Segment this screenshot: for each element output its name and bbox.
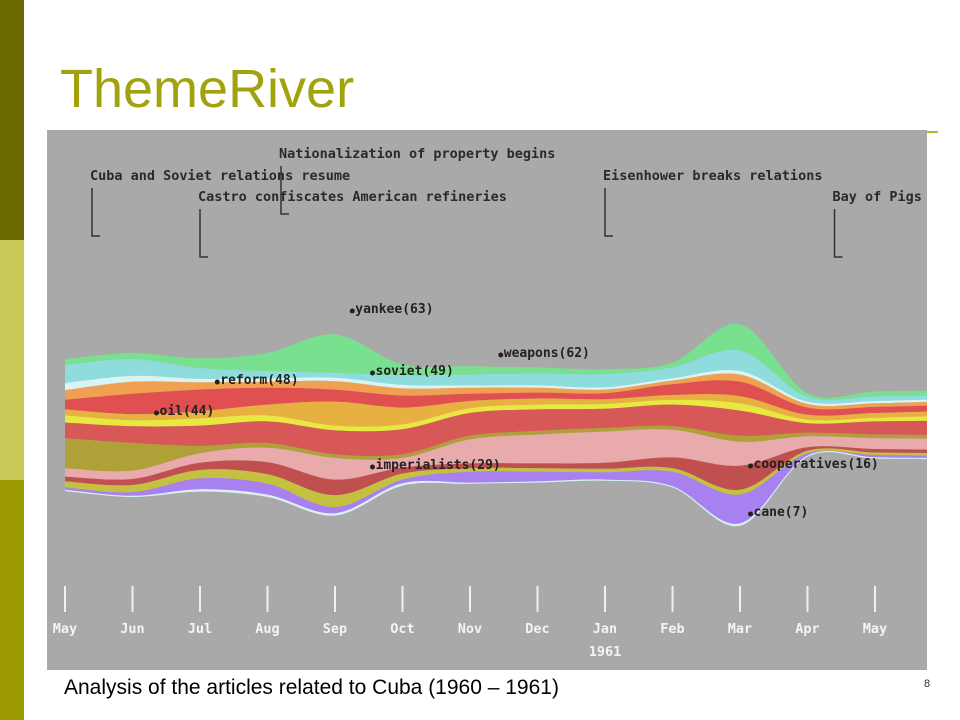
event-annotations: Cuba and Soviet relations resume Castro c… <box>90 146 922 258</box>
theme-label: oil(44) <box>160 404 215 419</box>
theme-stream-7 <box>65 404 927 457</box>
theme-label-dot <box>370 464 375 470</box>
axis-year-label: 1961 <box>589 644 622 660</box>
themeriver-chart: Cuba and Soviet relations resume Castro c… <box>47 130 927 670</box>
theme-stream-0 <box>65 323 927 401</box>
event-bracket <box>604 188 613 237</box>
event-bracket <box>280 166 289 215</box>
theme-label: weapons(62) <box>504 346 590 361</box>
axis-tick-label: Oct <box>390 621 414 637</box>
axis-tick-label: Jul <box>188 621 212 637</box>
event-label: Nationalization of property begins <box>279 146 555 162</box>
theme-stream-10 <box>65 446 927 496</box>
theme-label-dot <box>748 511 753 517</box>
theme-stream-8 <box>65 425 927 472</box>
event-label: Castro confiscates American refineries <box>198 189 507 205</box>
theme-label-dot <box>154 410 159 416</box>
theme-streams <box>65 323 927 527</box>
theme-label-dot <box>349 308 355 314</box>
theme-label-dot <box>498 352 504 358</box>
theme-stream-9 <box>65 429 927 480</box>
axis-tick-label: Jun <box>120 621 144 637</box>
accent-bar-top <box>0 0 24 240</box>
axis-tick-label: May <box>863 621 887 637</box>
theme-stream-5 <box>65 394 927 427</box>
theme-label-dot <box>748 463 753 469</box>
theme-label-dot <box>370 370 375 376</box>
theme-label-dot <box>214 379 220 385</box>
event-bracket <box>91 188 100 237</box>
axis-tick-label: Aug <box>255 621 279 637</box>
axis-tick-label: Feb <box>660 621 684 637</box>
axis-tick-label: Apr <box>795 621 819 637</box>
accent-bar-middle <box>0 240 24 480</box>
page-number: 8 <box>924 678 931 690</box>
event-bracket <box>833 209 843 258</box>
axis-tick-label: Nov <box>458 621 482 637</box>
axis-tick-label: Mar <box>728 621 752 637</box>
event-label: Cuba and Soviet relations resume <box>90 168 350 184</box>
event-label: Eisenhower breaks relations <box>603 168 822 184</box>
accent-bar-bottom <box>0 480 24 720</box>
chart-caption: Analysis of the articles related to Cuba… <box>64 676 559 699</box>
theme-stream-12 <box>65 450 927 524</box>
theme-label: imperialists(29) <box>376 458 501 473</box>
theme-label: cane(7) <box>754 505 809 520</box>
axis-tick-label: Jan <box>593 621 617 637</box>
theme-label: soviet(49) <box>376 364 454 379</box>
event-label: Bay of Pigs <box>833 189 922 205</box>
theme-label: cooperatives(16) <box>754 457 879 472</box>
event-bracket <box>199 209 208 258</box>
theme-label: yankee(63) <box>355 302 433 317</box>
theme-stream-4 <box>65 380 927 416</box>
theme-stream-1 <box>65 349 927 404</box>
axis-tick-label: May <box>53 621 77 637</box>
axis-tick-label: Sep <box>323 621 347 637</box>
theme-labels: yankee(63) reform(48) oil(44) soviet(49) wea… <box>154 302 879 520</box>
axis-tick-label: Dec <box>525 621 549 637</box>
theme-stream-3 <box>65 373 927 410</box>
theme-stream-11 <box>65 448 927 508</box>
slide-title: ThemeRiver <box>60 59 355 119</box>
theme-stream-2 <box>65 370 927 407</box>
theme-stream-6 <box>65 399 927 432</box>
theme-label: reform(48) <box>220 373 298 388</box>
time-axis: MayJunJulAugSepOctNovDecJanFebMarAprMayJ… <box>53 586 887 660</box>
